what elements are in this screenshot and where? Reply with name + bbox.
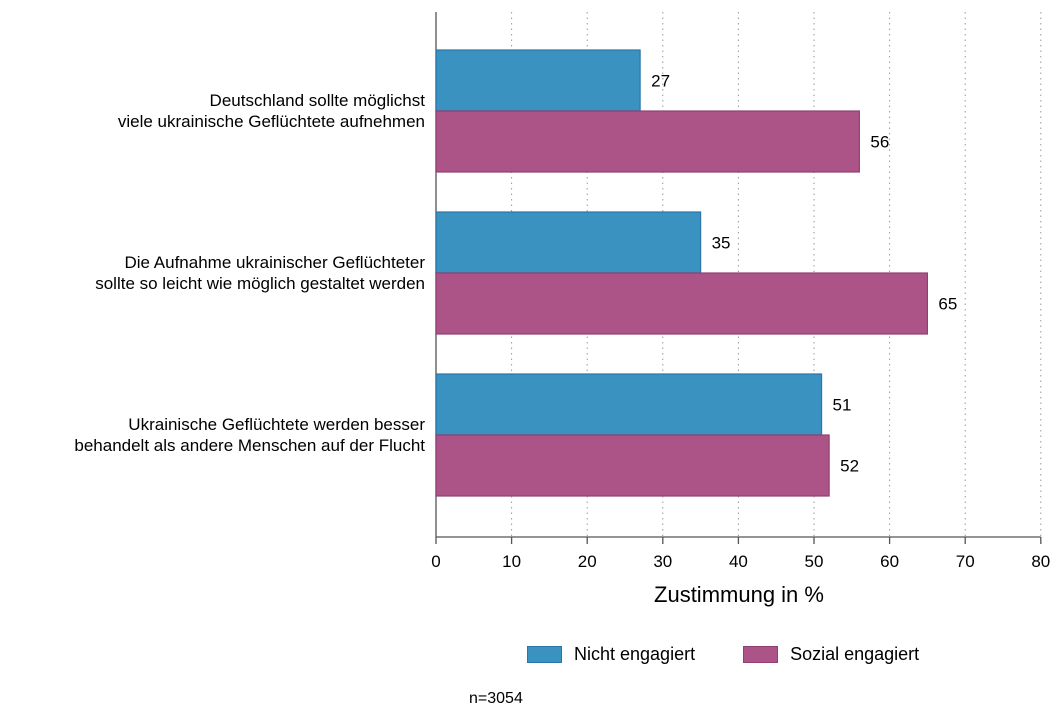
bar-sozial-1 <box>435 272 928 335</box>
x-tick-label-60: 60 <box>880 552 899 571</box>
x-axis-title: Zustimmung in % <box>654 582 824 607</box>
legend-item-sozial-engagiert: Sozial engagiert <box>743 644 919 665</box>
x-tick-label-80: 80 <box>1031 552 1050 571</box>
sample-size-note: n=3054 <box>469 690 523 707</box>
x-tick-label-50: 50 <box>805 552 824 571</box>
legend-swatch-nicht-engagiert <box>527 646 562 663</box>
data-label-nicht-2: 51 <box>833 396 852 415</box>
x-tick-label-10: 10 <box>502 552 521 571</box>
bar-nicht-2 <box>435 373 823 436</box>
data-label-nicht-1: 35 <box>712 234 731 253</box>
x-tick-label-70: 70 <box>956 552 975 571</box>
x-tick-label-40: 40 <box>729 552 748 571</box>
legend: Nicht engagiert Sozial engagiert <box>527 644 967 665</box>
category-label-2: Ukrainische Geflüchtete werden besser be… <box>74 415 425 455</box>
x-tick-label-20: 20 <box>578 552 597 571</box>
legend-swatch-sozial-engagiert <box>743 646 779 663</box>
category-label-0: Deutschland sollte möglichst viele ukrai… <box>117 91 425 131</box>
legend-label-nicht-engagiert: Nicht engagiert <box>574 644 696 664</box>
data-label-nicht-0: 27 <box>651 72 670 91</box>
data-label-sozial-0: 56 <box>870 133 889 152</box>
data-label-sozial-1: 65 <box>938 295 957 314</box>
legend-item-nicht-engagiert: Nicht engagiert <box>527 644 695 665</box>
bar-nicht-0 <box>435 49 641 112</box>
x-tick-label-30: 30 <box>653 552 672 571</box>
x-tick-label-0: 0 <box>431 552 440 571</box>
bar-sozial-0 <box>435 110 860 173</box>
category-label-1: Die Aufnahme ukrainischer Geflüchteter s… <box>95 253 425 293</box>
bar-sozial-2 <box>435 434 830 497</box>
bar-nicht-1 <box>435 211 702 274</box>
data-label-sozial-2: 52 <box>840 457 859 476</box>
legend-label-sozial-engagiert: Sozial engagiert <box>790 644 920 664</box>
